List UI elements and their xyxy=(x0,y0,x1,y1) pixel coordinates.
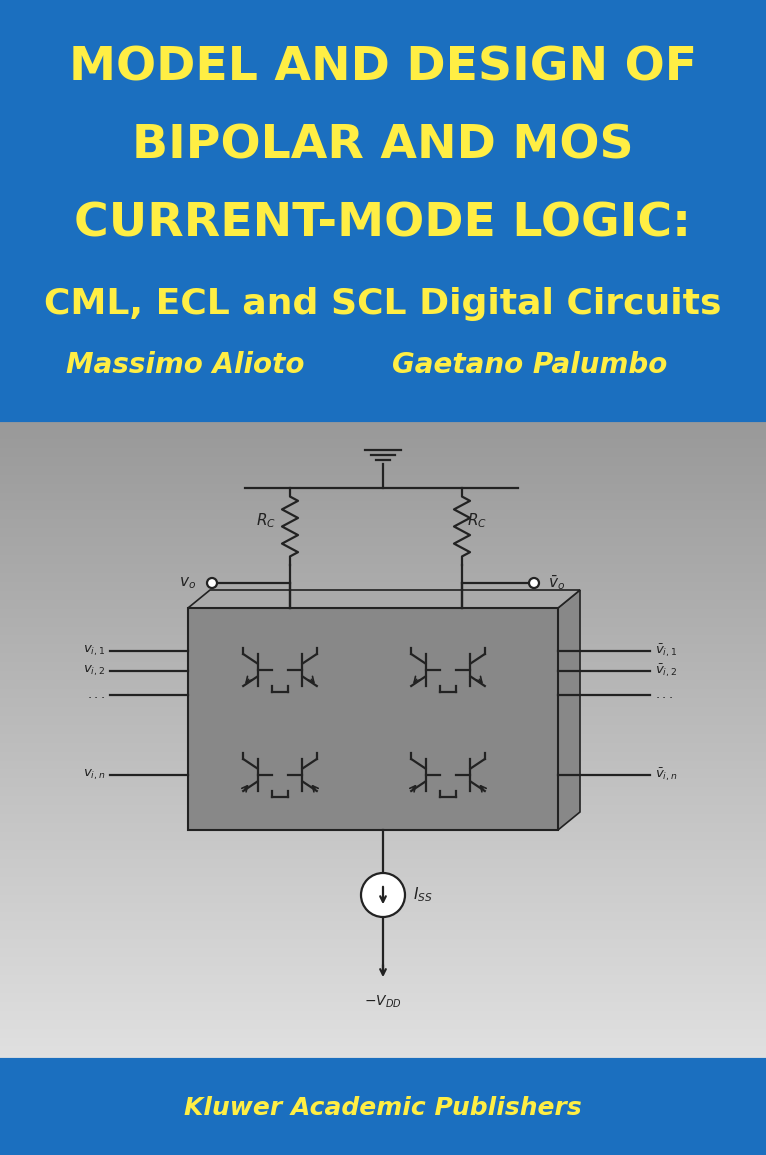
Text: $v_{i,2}$: $v_{i,2}$ xyxy=(83,664,105,678)
Text: $\bar{v}_{i,1}$: $\bar{v}_{i,1}$ xyxy=(655,642,677,660)
Text: MODEL AND DESIGN OF: MODEL AND DESIGN OF xyxy=(69,45,697,90)
Text: $v_{i,n}$: $v_{i,n}$ xyxy=(83,768,105,782)
Text: Massimo Alioto: Massimo Alioto xyxy=(66,351,304,379)
Text: $v_{i,1}$: $v_{i,1}$ xyxy=(83,643,105,658)
Text: $R_C$: $R_C$ xyxy=(467,512,487,530)
Text: $-V_{DD}$: $-V_{DD}$ xyxy=(364,994,402,1011)
Text: CML, ECL and SCL Digital Circuits: CML, ECL and SCL Digital Circuits xyxy=(44,286,722,321)
Text: Kluwer Academic Publishers: Kluwer Academic Publishers xyxy=(184,1096,582,1120)
Bar xyxy=(188,608,558,830)
Text: Gaetano Palumbo: Gaetano Palumbo xyxy=(392,351,668,379)
Text: $R_C$: $R_C$ xyxy=(256,512,276,530)
Bar xyxy=(0,1060,766,1155)
Text: $...$: $...$ xyxy=(87,688,105,701)
Text: $I_{SS}$: $I_{SS}$ xyxy=(413,886,433,904)
Text: BIPOLAR AND MOS: BIPOLAR AND MOS xyxy=(133,124,633,169)
Text: CURRENT-MODE LOGIC:: CURRENT-MODE LOGIC: xyxy=(74,201,692,246)
Text: $\bar{v}_{i,n}$: $\bar{v}_{i,n}$ xyxy=(655,767,678,783)
Polygon shape xyxy=(558,590,580,830)
Circle shape xyxy=(207,578,217,588)
Text: $\bar{v}_{i,2}$: $\bar{v}_{i,2}$ xyxy=(655,663,677,679)
Text: $v_o$: $v_o$ xyxy=(179,575,196,591)
Polygon shape xyxy=(188,590,580,608)
Bar xyxy=(0,0,766,420)
Circle shape xyxy=(361,873,405,917)
Text: $...$: $...$ xyxy=(655,688,673,701)
Text: $\bar{v}_o$: $\bar{v}_o$ xyxy=(548,574,565,593)
Circle shape xyxy=(529,578,539,588)
